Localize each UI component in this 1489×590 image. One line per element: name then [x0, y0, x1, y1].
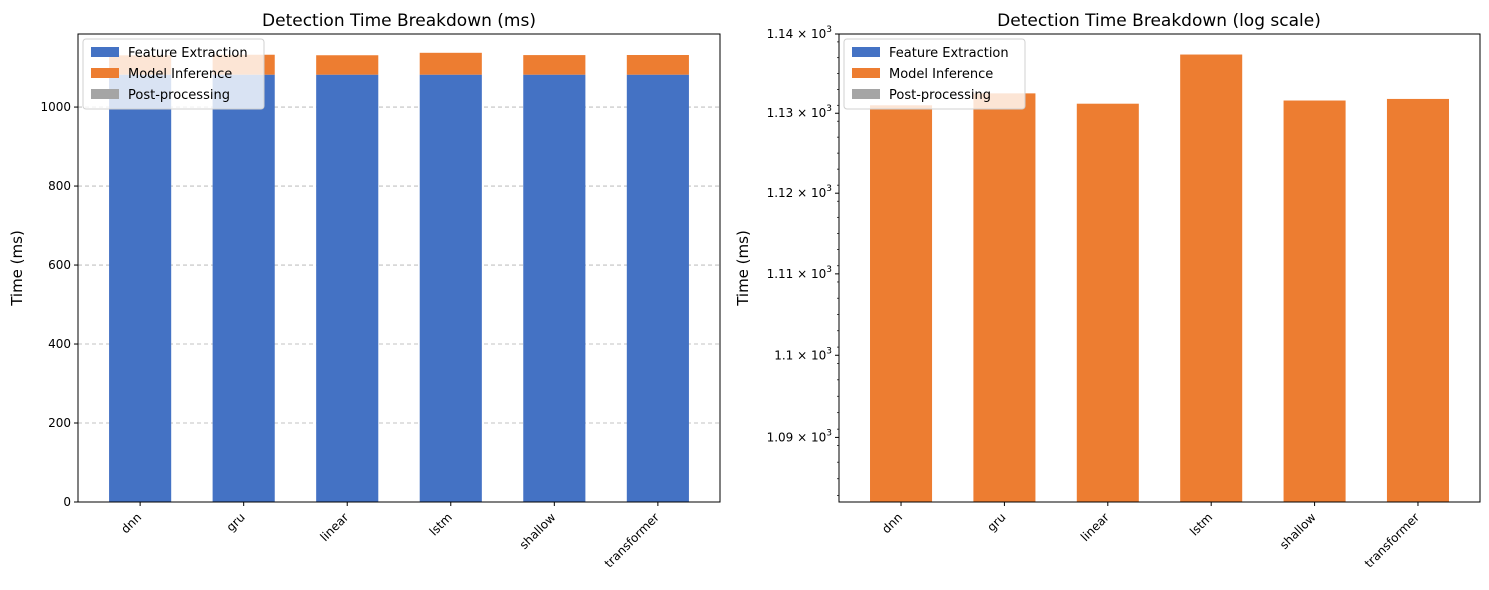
legend-swatch	[91, 47, 119, 57]
bar-lstm-0	[419, 74, 482, 503]
chart-title: Detection Time Breakdown (ms)	[262, 11, 536, 31]
x-tick-label: dnn	[879, 510, 905, 536]
legend-swatch	[91, 89, 119, 99]
y-tick-label: 1.12 × 103	[767, 184, 832, 200]
legend: Feature Extraction Model Inference Post-pr…	[843, 38, 1026, 110]
legend-swatch	[852, 47, 880, 57]
bar-linear-1	[316, 55, 379, 75]
y-tick-label: 200	[48, 416, 71, 430]
y-tick-label: 1.1 × 103	[774, 346, 832, 362]
y-tick-label: 600	[48, 258, 71, 272]
bar-shallow-1	[523, 55, 586, 75]
y-tick-label: 1000	[40, 100, 71, 114]
x-tick-label: linear	[317, 510, 351, 544]
bar-transformer-1	[626, 55, 689, 75]
legend-swatch	[91, 68, 119, 78]
bar-linear-1	[1076, 103, 1139, 502]
x-tick-label: lstm	[427, 510, 455, 538]
y-tick-label: 1.14 × 103	[767, 25, 832, 41]
x-tick-label: dnn	[118, 510, 144, 536]
chart-title: Detection Time Breakdown (log scale)	[997, 11, 1321, 31]
bar-dnn-0	[109, 74, 172, 503]
y-tick-label: 1.09 × 103	[767, 428, 832, 444]
y-axis-label: Time (ms)	[8, 230, 26, 307]
bar-transformer-0	[626, 74, 689, 503]
legend-label: Model Inference	[128, 67, 232, 82]
bar-shallow-0	[523, 74, 586, 503]
chart-log: Detection Time Breakdown (log scale) Tim…	[734, 11, 1481, 570]
x-ticks: dnn gru linear lstm shallow transformer	[118, 502, 662, 570]
y-tick-label: 1.13 × 103	[767, 104, 832, 120]
legend-box	[843, 38, 1026, 110]
bar-gru-0	[212, 74, 275, 503]
x-tick-label: gru	[224, 510, 248, 534]
plot-frame	[77, 33, 721, 503]
bar-lstm-1	[419, 52, 482, 75]
bar-dnn-1	[870, 105, 933, 502]
y-ticks: 0 200 400 600 800 1000	[40, 100, 78, 509]
x-tick-label: linear	[1078, 510, 1112, 544]
bar-gru-1	[973, 93, 1036, 503]
y-tick-label: 800	[48, 179, 71, 193]
legend-label: Post-processing	[889, 88, 991, 103]
bar-linear-0	[316, 74, 379, 503]
plot-frame	[838, 33, 1481, 503]
legend-label: Feature Extraction	[889, 46, 1009, 61]
x-tick-label: shallow	[517, 510, 559, 552]
grid-lines	[78, 106, 720, 503]
y-axis-label: Time (ms)	[734, 230, 752, 307]
bar-shallow-1	[1283, 100, 1346, 503]
x-tick-label: lstm	[1187, 510, 1215, 538]
chart-linear: Detection Time Breakdown (ms) Time (ms) …	[8, 11, 721, 570]
legend-label: Post-processing	[128, 88, 230, 103]
x-tick-label: shallow	[1277, 510, 1319, 552]
legend-swatch	[852, 68, 880, 78]
bars	[870, 54, 1449, 503]
bars	[109, 52, 689, 503]
legend-label: Feature Extraction	[128, 46, 248, 61]
y-tick-label: 0	[63, 495, 71, 509]
x-tick-label: transformer	[1362, 510, 1422, 570]
y-tick-label: 1.11 × 103	[767, 265, 832, 281]
y-tick-label: 400	[48, 337, 71, 351]
legend-label: Model Inference	[889, 67, 993, 82]
x-ticks: dnn gru linear lstm shallow transformer	[879, 502, 1422, 570]
x-tick-label: transformer	[602, 510, 662, 570]
legend: Feature Extraction Model Inference Post-pr…	[82, 38, 265, 110]
bar-transformer-1	[1386, 98, 1449, 502]
bar-lstm-1	[1180, 54, 1243, 502]
legend-box	[82, 38, 265, 110]
x-tick-label: gru	[984, 510, 1008, 534]
y-ticks: 1.09 × 103 1.1 × 103 1.11 × 103 1.12 × 103 1…	[767, 25, 839, 496]
legend-swatch	[852, 89, 880, 99]
